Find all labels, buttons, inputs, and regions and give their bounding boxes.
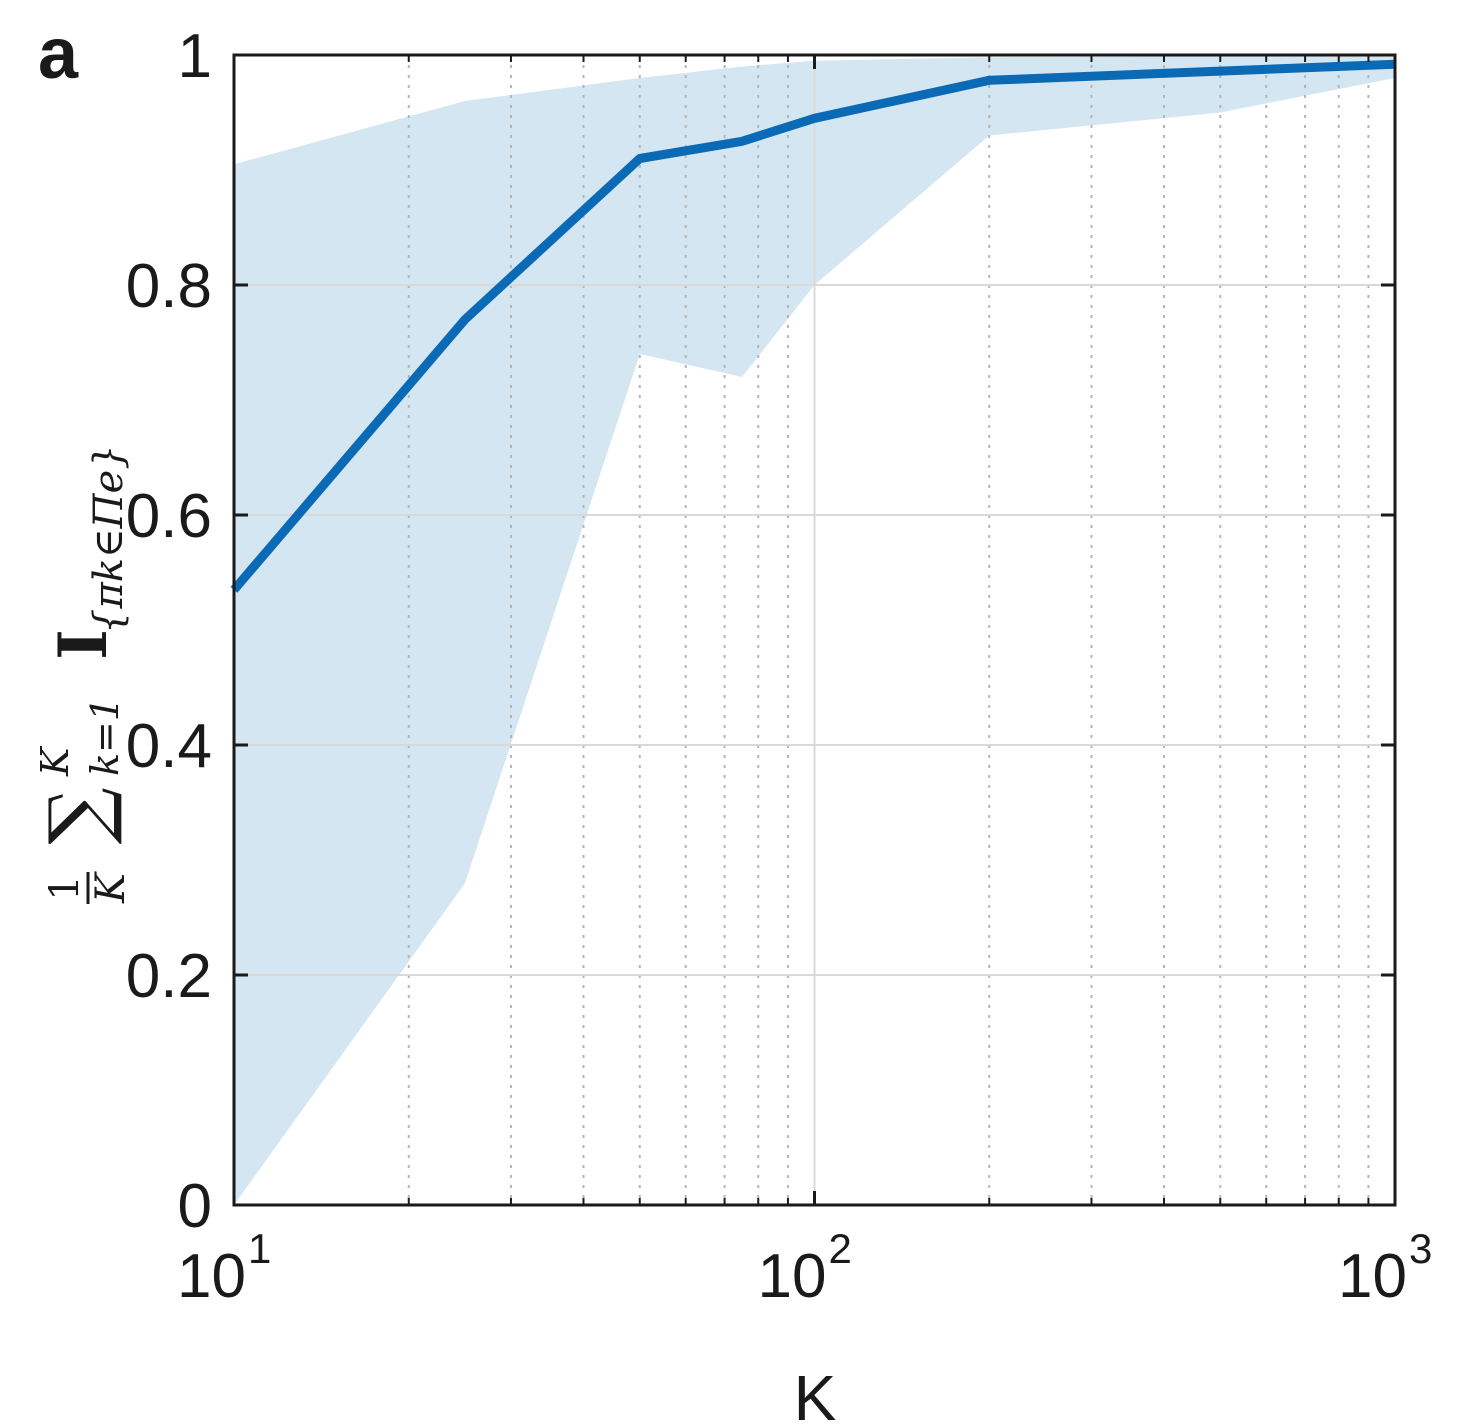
x-tick-label: 10 1 [177, 1225, 271, 1311]
x-tick-label: 10 2 [758, 1225, 852, 1311]
x-tick-label-exponent: 2 [829, 1225, 852, 1272]
x-tick-label-exponent: 3 [1409, 1225, 1432, 1272]
y-frac-denominator: K [88, 871, 134, 904]
y-tick-label: 0.8 [126, 252, 212, 321]
y-tick-label: 0.4 [126, 712, 212, 781]
y-axis-title: 1 K ∑ K k=1 I {πk∈Πe} [32, 444, 134, 904]
y-tick-label: 1 [178, 22, 212, 91]
x-tick-label-base: 10 [758, 1242, 827, 1311]
x-tick-label-base: 10 [177, 1242, 246, 1311]
y-sum-lower: k=1 [83, 697, 127, 776]
y-tick-label: 0.6 [126, 482, 212, 551]
x-axis-title: K [794, 1362, 837, 1426]
y-sum-symbol: ∑ [32, 787, 125, 844]
axes-layer [232, 53, 1397, 1207]
y-frac-numerator: 1 [42, 875, 88, 900]
series-line-mean [230, 59, 1396, 593]
y-indicator: I [44, 629, 122, 660]
x-tick-label: 10 3 [1338, 1225, 1432, 1311]
confidence-band-layer [234, 56, 1395, 1206]
x-tick-label-base: 10 [1338, 1242, 1407, 1311]
x-tick-label-exponent: 1 [248, 1225, 271, 1272]
y-sum-upper: K [33, 745, 77, 777]
y-indicator-subscript: {πk∈Πe} [86, 444, 132, 634]
y-tick-label: 0.2 [126, 942, 212, 1011]
confidence-band [234, 56, 1395, 1206]
y-tick-label: 0 [178, 1172, 212, 1241]
panel-label: a [38, 14, 79, 94]
